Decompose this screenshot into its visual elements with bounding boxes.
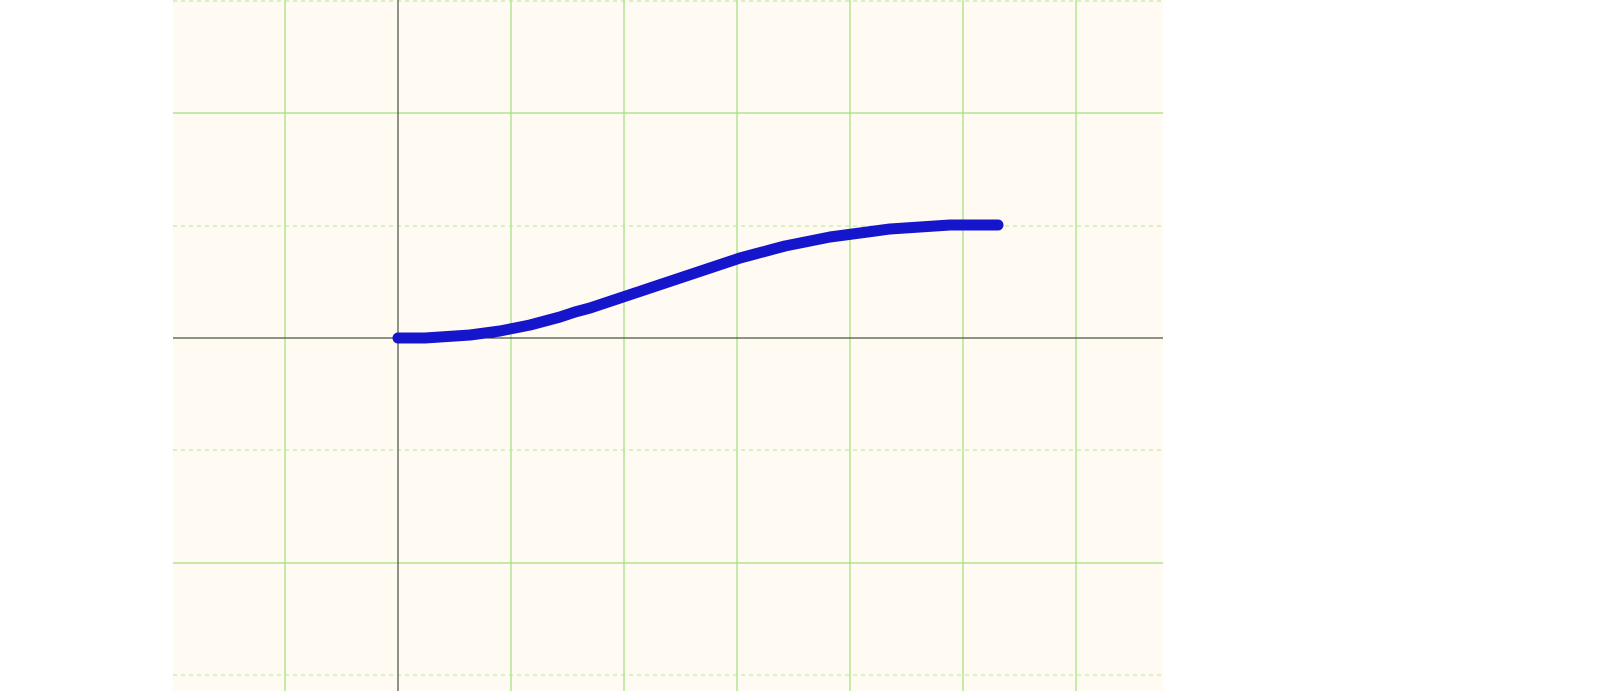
chart-plot-area bbox=[0, 0, 1600, 691]
chart-svg bbox=[0, 0, 1600, 691]
